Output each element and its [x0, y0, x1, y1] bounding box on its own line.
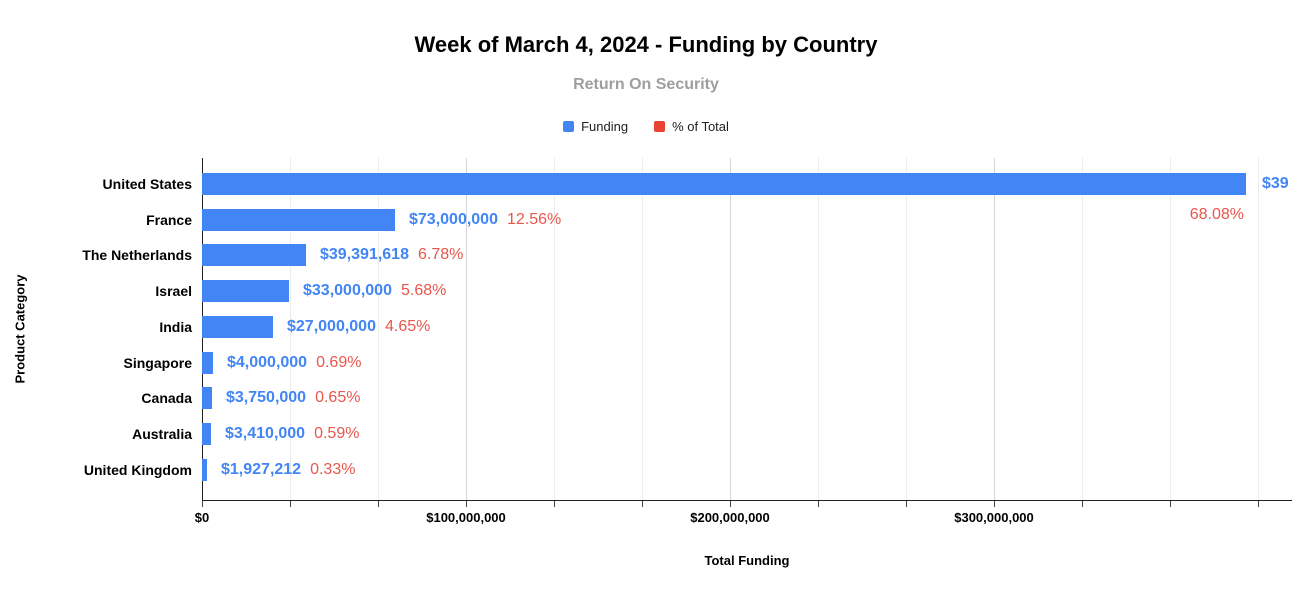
funding-bar[interactable]: [202, 459, 207, 481]
x-axis-tick: [906, 501, 907, 507]
minor-gridline: [1170, 158, 1171, 500]
category-label: Australia: [132, 426, 192, 442]
x-axis-tick: [1170, 501, 1171, 507]
legend-label-funding: Funding: [581, 119, 629, 134]
bar-data-labels: $27,000,000 4.65%: [287, 316, 430, 338]
chart-title: Week of March 4, 2024 - Funding by Count…: [414, 32, 878, 57]
bar-data-labels: $3,410,000 0.59%: [225, 423, 359, 445]
funding-bar[interactable]: [202, 244, 306, 266]
funding-bar[interactable]: [202, 280, 289, 302]
chart-subtitle: Return On Security: [573, 76, 719, 93]
x-tick-label: $100,000,000: [426, 510, 506, 525]
category-label: The Netherlands: [82, 247, 192, 263]
x-axis-tick: [994, 501, 995, 507]
pct-of-total-label: 0.59%: [314, 425, 360, 442]
x-axis-line: [202, 500, 1292, 501]
funding-value-label: $4,000,000: [227, 354, 308, 371]
pct-of-total-label: 4.65%: [384, 318, 431, 335]
funding-value-label: $3,410,000: [225, 425, 306, 442]
bar-data-labels: $4,000,000 0.69%: [227, 352, 361, 374]
pct-of-total-label: 0.65%: [315, 389, 361, 406]
minor-gridline: [1082, 158, 1083, 500]
x-axis-tick: [642, 501, 643, 507]
funding-value-label: $73,000,000: [409, 211, 498, 228]
minor-gridline: [642, 158, 643, 500]
bar-value-label: $39: [1262, 173, 1289, 195]
minor-gridline: [378, 158, 379, 500]
pct-of-total-label: 0.33%: [310, 461, 356, 478]
funding-bar[interactable]: [202, 316, 273, 338]
legend-item-pct-of-total[interactable]: % of Total: [654, 119, 729, 134]
x-axis-tick: [554, 501, 555, 507]
major-gridline: [994, 158, 995, 500]
pct-of-total-label: 0.69%: [316, 354, 362, 371]
category-label: United States: [102, 176, 192, 192]
funding-bar[interactable]: [202, 423, 211, 445]
x-tick-label: $200,000,000: [690, 510, 770, 525]
major-gridline: [466, 158, 467, 500]
x-tick-label: $300,000,000: [954, 510, 1034, 525]
minor-gridline: [818, 158, 819, 500]
x-axis-tick: [202, 501, 203, 507]
pct-of-total-label: 5.68%: [400, 282, 447, 299]
funding-value-label: $39: [1262, 175, 1289, 192]
category-label: France: [146, 212, 192, 228]
x-axis-tick: [730, 501, 731, 507]
pct-of-total-legend-swatch-icon: [654, 121, 666, 132]
x-tick-label: $0: [194, 510, 210, 525]
category-label: Singapore: [123, 355, 192, 371]
pct-of-total-label: 12.56%: [506, 211, 562, 228]
category-label: Israel: [155, 283, 192, 299]
funding-bar[interactable]: [202, 173, 1246, 195]
bar-data-labels: $39,391,618 6.78%: [320, 244, 463, 266]
legend-label-pct-of-total: % of Total: [672, 119, 729, 134]
pct-value-label: 68.08%: [1190, 204, 1244, 226]
bar-data-labels: $1,927,212 0.33%: [221, 459, 355, 481]
x-axis-tick: [818, 501, 819, 507]
x-axis-title: Total Funding: [704, 553, 790, 568]
x-axis-tick: [1082, 501, 1083, 507]
pct-of-total-label: 68.08%: [1189, 206, 1244, 223]
bar-data-labels: $33,000,000 5.68%: [303, 280, 446, 302]
minor-gridline: [554, 158, 555, 500]
minor-gridline: [290, 158, 291, 500]
funding-legend-swatch-icon: [563, 121, 575, 132]
x-axis-tick: [1258, 501, 1259, 507]
funding-value-label: $1,927,212: [221, 461, 302, 478]
category-label: United Kingdom: [83, 462, 192, 478]
funding-bar[interactable]: [202, 209, 395, 231]
funding-bar[interactable]: [202, 387, 212, 409]
minor-gridline: [1258, 158, 1259, 500]
x-axis-tick: [290, 501, 291, 507]
major-gridline: [730, 158, 731, 500]
legend-item-funding[interactable]: Funding: [563, 119, 628, 134]
funding-value-label: $33,000,000: [303, 282, 392, 299]
category-label: Canada: [141, 390, 192, 406]
minor-gridline: [906, 158, 907, 500]
category-label: India: [159, 319, 192, 335]
pct-of-total-label: 6.78%: [417, 246, 464, 263]
x-axis-tick: [466, 501, 467, 507]
x-axis-tick: [378, 501, 379, 507]
bar-data-labels: $73,000,000 12.56%: [409, 209, 561, 231]
legend: Funding % of Total: [0, 119, 1292, 134]
funding-value-label: $27,000,000: [287, 318, 376, 335]
funding-value-label: $3,750,000: [226, 389, 307, 406]
bar-data-labels: $3,750,000 0.65%: [226, 387, 360, 409]
funding-bar[interactable]: [202, 352, 213, 374]
funding-value-label: $39,391,618: [320, 246, 409, 263]
